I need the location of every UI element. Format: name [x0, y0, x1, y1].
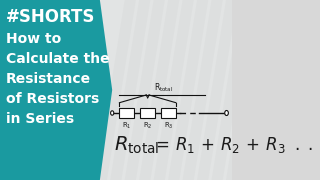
Text: Resistance: Resistance: [6, 72, 91, 86]
FancyBboxPatch shape: [94, 0, 232, 180]
Text: R$_3$: R$_3$: [164, 121, 173, 131]
FancyBboxPatch shape: [119, 108, 134, 118]
Text: R$_1$: R$_1$: [122, 121, 132, 131]
Text: R$_{\rm total}$: R$_{\rm total}$: [154, 82, 173, 94]
Text: $R_{\mathrm{total}}$: $R_{\mathrm{total}}$: [114, 134, 160, 156]
Text: in Series: in Series: [6, 112, 74, 126]
Text: Calculate the: Calculate the: [6, 52, 109, 66]
Text: How to: How to: [6, 32, 61, 46]
Text: $= \, R_1 \, + \, R_2 \, + \, R_3 \;\; . \; . \; .$: $= \, R_1 \, + \, R_2 \, + \, R_3 \;\; .…: [152, 135, 320, 155]
Text: R$_2$: R$_2$: [143, 121, 152, 131]
Text: of Resistors: of Resistors: [6, 92, 99, 106]
Polygon shape: [0, 0, 112, 180]
FancyBboxPatch shape: [140, 108, 155, 118]
FancyBboxPatch shape: [161, 108, 176, 118]
Text: #SHORTS: #SHORTS: [6, 8, 95, 26]
Circle shape: [111, 111, 114, 115]
Circle shape: [225, 111, 228, 116]
